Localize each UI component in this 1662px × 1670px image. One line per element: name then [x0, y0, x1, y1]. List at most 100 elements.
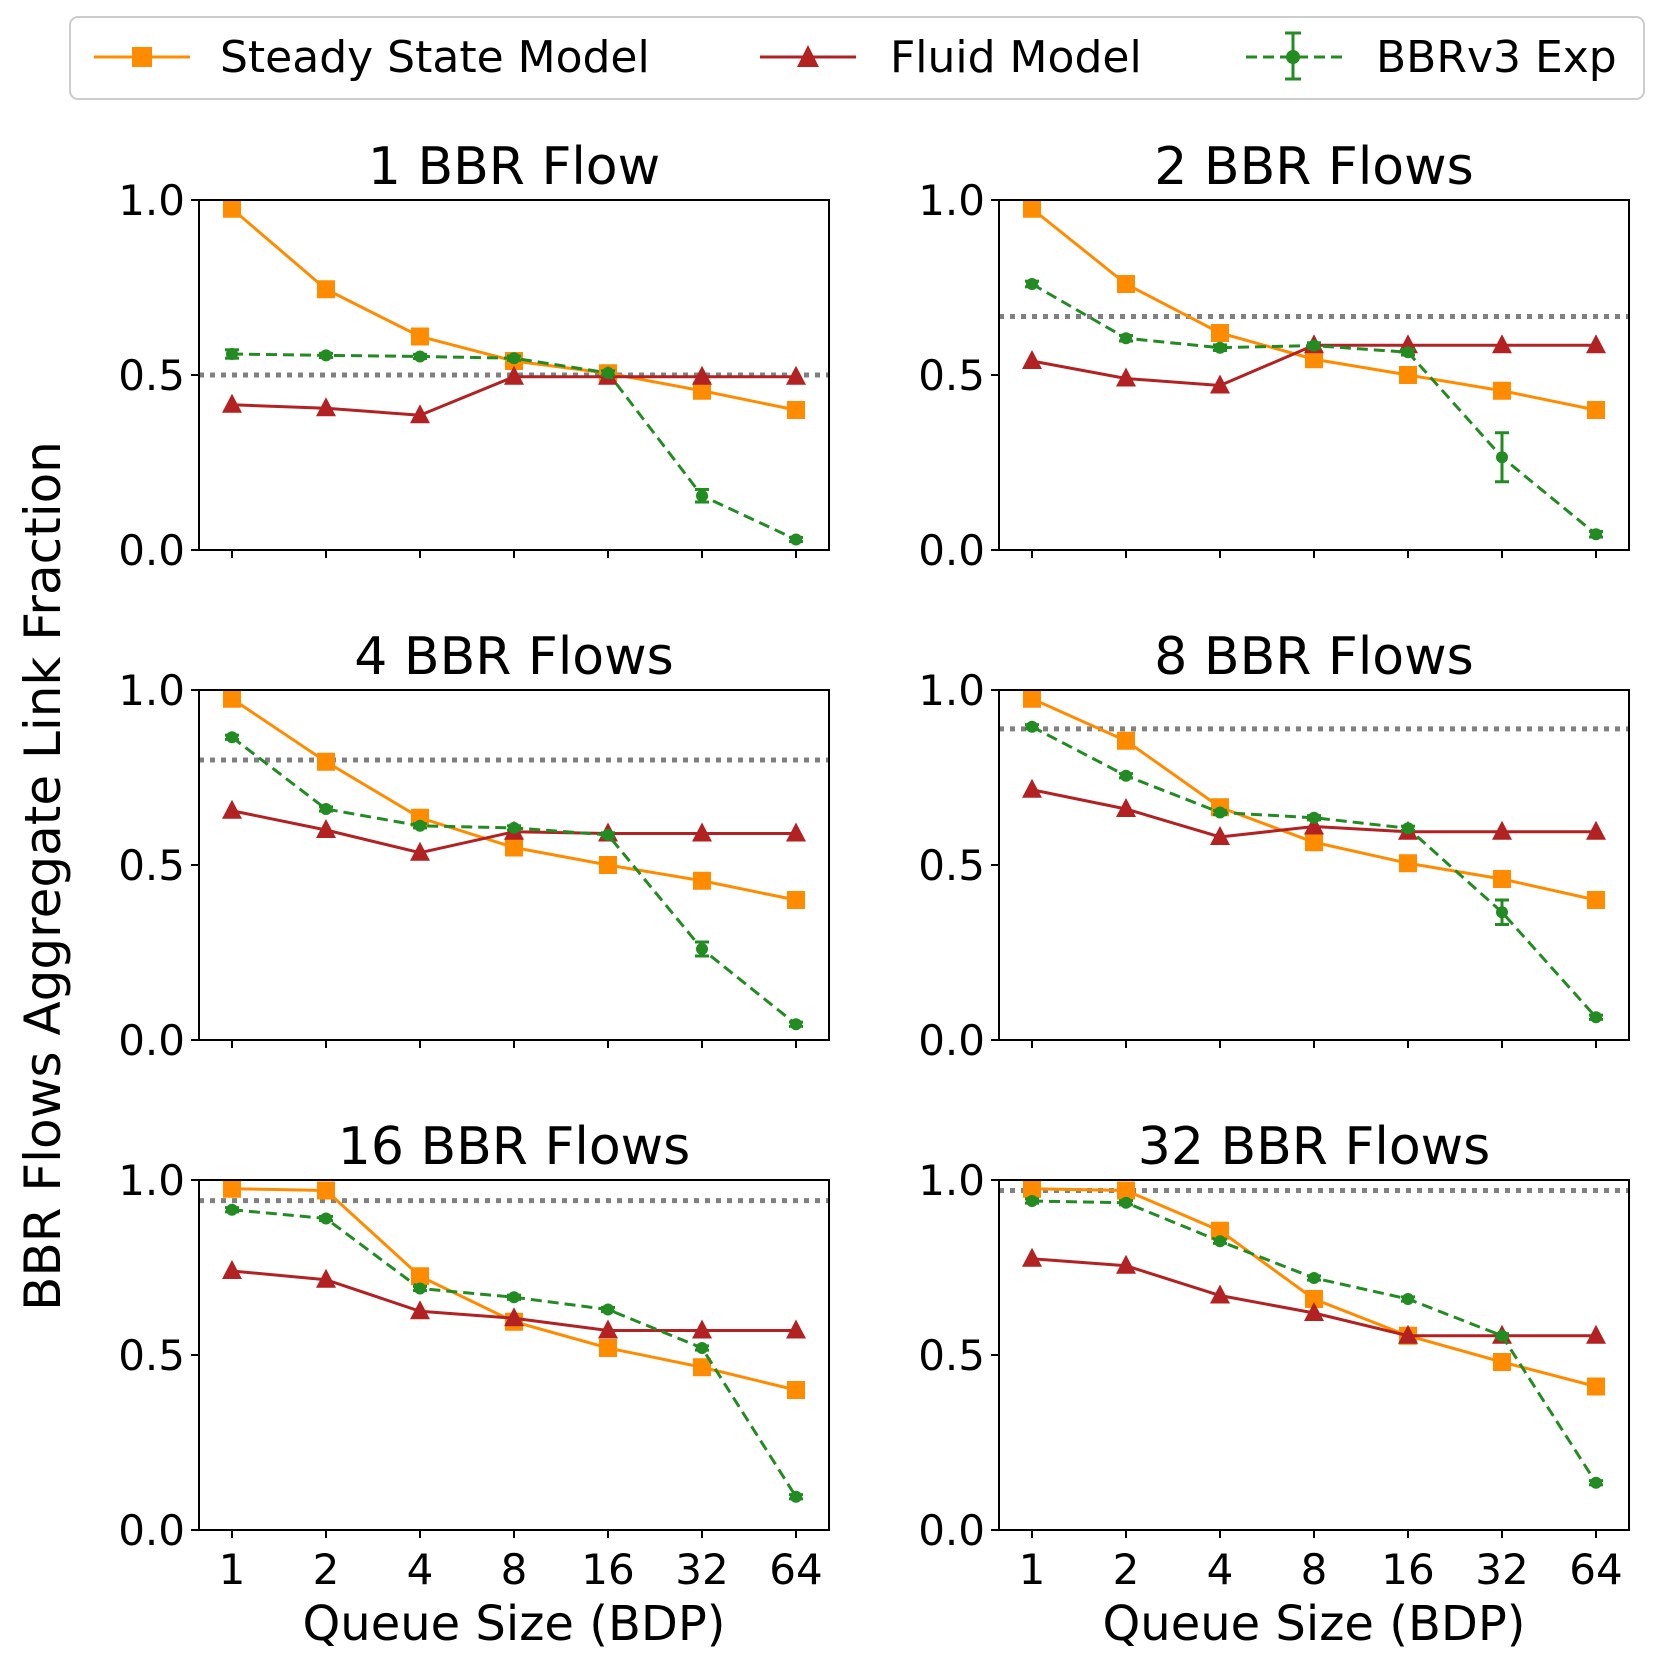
data-point — [410, 404, 430, 424]
data-point — [505, 838, 523, 857]
plot-frame — [198, 199, 830, 551]
plot-frame — [198, 1179, 830, 1531]
data-point — [1305, 1290, 1323, 1308]
legend-entry-steady-state: Steady State Model — [94, 32, 650, 83]
series-bbrv3-exp — [1025, 278, 1603, 541]
data-point — [320, 1212, 332, 1225]
series-line — [1031, 207, 1597, 412]
data-point — [222, 1260, 242, 1279]
data-point — [1399, 366, 1417, 384]
data-point — [790, 1018, 802, 1031]
data-point — [693, 1358, 711, 1377]
data-point — [317, 280, 335, 299]
data-point — [696, 489, 708, 502]
data-point — [790, 533, 802, 546]
data-point — [414, 350, 426, 363]
data-point — [223, 199, 241, 218]
series-line — [1031, 725, 1598, 1019]
x-tick-label: 2 — [313, 1545, 340, 1594]
data-point — [1402, 822, 1414, 835]
legend-entry-bbrv3-exp: BBRv3 Exp — [1246, 31, 1617, 83]
data-point — [1493, 1353, 1511, 1371]
data-point — [1116, 367, 1136, 387]
series-line — [1031, 697, 1597, 902]
data-point — [1214, 806, 1226, 819]
x-tick-label: 1 — [1019, 1545, 1046, 1594]
data-point — [1586, 334, 1606, 354]
x-tick-label: 4 — [1207, 1545, 1234, 1594]
series-steady-state — [1023, 199, 1605, 419]
data-point — [504, 1307, 524, 1327]
data-point — [1492, 334, 1512, 354]
y-tick-label: 0.0 — [118, 1016, 185, 1065]
data-point — [598, 1319, 618, 1339]
data-point — [222, 799, 242, 819]
data-point — [1214, 1235, 1226, 1248]
data-point — [410, 1300, 430, 1320]
series-bbrv3-exp — [1025, 720, 1603, 1024]
data-point — [1117, 1181, 1135, 1200]
series-line — [231, 736, 797, 1026]
y-tick-label: 0.5 — [918, 1331, 985, 1380]
data-point — [1023, 199, 1041, 218]
data-point — [1305, 350, 1323, 369]
series-line — [231, 1208, 798, 1498]
data-point — [1496, 906, 1508, 919]
data-point — [226, 348, 238, 360]
data-point — [1590, 1011, 1602, 1024]
x-tick-label: 16 — [581, 1545, 634, 1594]
plot-frame — [998, 689, 1630, 1041]
series-line — [1031, 1199, 1598, 1484]
data-point — [1022, 778, 1042, 798]
data-point — [1304, 1302, 1324, 1321]
data-point — [602, 366, 614, 379]
x-axis-label: Queue Size (BDP) — [1102, 1596, 1525, 1652]
data-point — [693, 381, 711, 400]
panel-2: 2 BBR Flows 0.0 0.5 1.0 — [918, 137, 1630, 575]
shared-y-axis-label: BBR Flows Aggregate Link Fraction — [14, 441, 72, 1311]
data-point — [1496, 1329, 1508, 1342]
data-point — [1308, 811, 1320, 824]
data-point — [602, 1303, 614, 1316]
series-bbrv3-exp — [225, 348, 803, 546]
data-point — [1493, 381, 1511, 400]
data-point — [599, 856, 617, 874]
data-point — [508, 821, 520, 834]
y-tick-label: 1.0 — [918, 1156, 985, 1205]
data-point — [1398, 1324, 1418, 1344]
y-tick-label: 0.5 — [118, 841, 185, 890]
data-point — [1402, 346, 1414, 359]
data-point — [1022, 350, 1042, 369]
y-tick-label: 1.0 — [918, 176, 985, 225]
data-point — [1120, 332, 1132, 345]
x-tick-label: 16 — [1381, 1545, 1434, 1594]
data-point — [411, 1267, 429, 1286]
data-point — [1586, 1324, 1606, 1344]
data-point — [1211, 1221, 1229, 1240]
data-point — [786, 365, 806, 385]
legend-triangle-marker — [797, 45, 819, 67]
legend-label-fluid-model: Fluid Model — [890, 32, 1142, 83]
data-point — [692, 1319, 712, 1339]
series-line — [231, 697, 797, 902]
data-point — [1402, 1293, 1414, 1305]
x-tick-label: 64 — [1569, 1545, 1622, 1594]
data-point — [223, 1179, 241, 1198]
x-tick-label: 8 — [1301, 1545, 1328, 1594]
legend-label-steady-state: Steady State Model — [220, 32, 650, 83]
panel-6: 32 BBR Flows 0.0 0.5 1.0 1 2 4 8 16 32 64 Queue Siz… — [918, 1117, 1630, 1652]
plot-frame — [198, 689, 830, 1041]
plot-frame — [998, 199, 1630, 551]
x-tick-label: 32 — [1475, 1545, 1528, 1594]
data-point — [226, 1203, 238, 1216]
data-point — [1210, 374, 1230, 394]
panel-title: 16 BBR Flows — [338, 1117, 691, 1177]
data-point — [1117, 275, 1135, 293]
data-point — [222, 393, 242, 413]
data-point — [1587, 891, 1605, 909]
panel-1: 1 BBR Flow 0.0 0.5 1.0 — [118, 137, 830, 575]
series-bbrv3-exp — [1025, 1195, 1603, 1489]
y-tick-label: 0.0 — [918, 1016, 985, 1065]
panel-4: 8 BBR Flows 0.0 0.5 1.0 — [918, 627, 1630, 1065]
